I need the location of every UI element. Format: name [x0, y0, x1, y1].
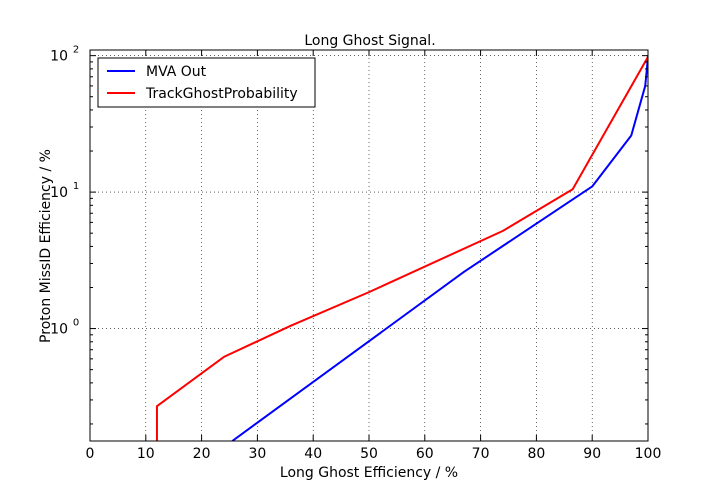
series-layer: [155, 55, 648, 441]
x-tick-label: 90: [583, 446, 601, 462]
grid-lines: [90, 50, 648, 441]
legend-frame: [97, 57, 316, 108]
x-tick-label: 30: [248, 446, 266, 462]
y-tick-exponent: 2: [73, 45, 79, 56]
x-tick-label: 70: [472, 446, 490, 462]
chart-title: Long Ghost Signal.: [304, 33, 435, 49]
y-tick-label: 10: [50, 322, 68, 338]
legend-label-mva-out: MVA Out: [146, 64, 207, 80]
series-line-track-ghost-probability: [155, 56, 648, 441]
y-tick-exponent: 1: [73, 181, 79, 192]
x-tick-label: 40: [304, 446, 322, 462]
y-tick-label: 10: [50, 49, 68, 65]
y-tick-label: 10: [50, 185, 68, 201]
y-tick-exponent: 0: [73, 318, 79, 329]
legend-label-track-ghost-probability: TrackGhostProbability: [145, 86, 298, 102]
x-tick-label: 100: [635, 446, 662, 462]
x-tick-label: 60: [416, 446, 434, 462]
x-tick-label: 50: [360, 446, 378, 462]
x-tick-label: 10: [137, 446, 155, 462]
series-line-mva-out: [231, 55, 648, 441]
axis-ticks: [89, 50, 649, 441]
x-axis-label: Long Ghost Efficiency / %: [280, 465, 458, 481]
x-tick-label: 80: [527, 446, 545, 462]
x-tick-label: 0: [86, 446, 95, 462]
x-tick-label: 20: [193, 446, 211, 462]
y-axis-label: Proton MissID Efficiency / %: [38, 149, 54, 343]
legend: MVA Out TrackGhostProbability: [97, 57, 316, 108]
